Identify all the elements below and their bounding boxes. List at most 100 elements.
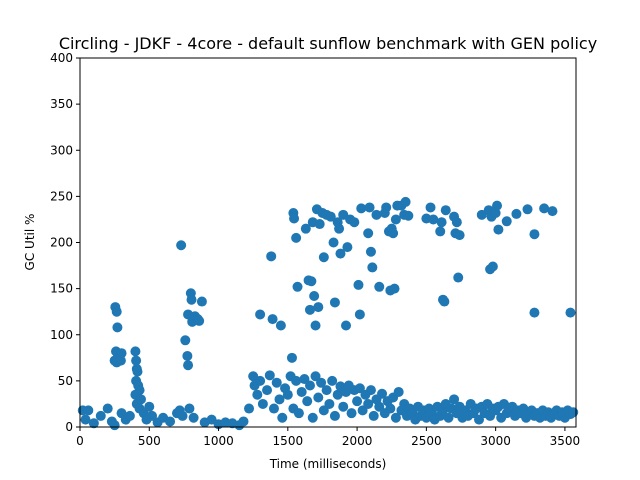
data-point <box>268 403 279 414</box>
data-point <box>342 242 353 253</box>
data-point <box>132 366 143 377</box>
data-point <box>109 420 120 431</box>
data-point <box>267 314 278 325</box>
data-point <box>182 350 193 361</box>
data-point <box>329 410 340 421</box>
data-point <box>346 408 357 419</box>
data-point <box>385 403 396 414</box>
data-point <box>327 375 338 386</box>
x-axis-ticks: 0 500 1000 1500 2000 2500 3000 3500 <box>76 427 580 448</box>
data-point <box>277 412 288 423</box>
data-point <box>565 307 576 318</box>
data-point <box>291 232 302 243</box>
data-point <box>183 360 194 371</box>
data-point <box>511 208 522 219</box>
data-point <box>300 223 311 234</box>
y-tick-label: 0 <box>65 420 73 434</box>
data-point <box>453 272 464 283</box>
data-point <box>282 389 293 400</box>
data-point <box>388 228 399 239</box>
y-axis-label: GC Util % <box>23 214 37 271</box>
data-point <box>286 352 297 363</box>
data-point <box>131 355 142 366</box>
data-point <box>262 385 273 396</box>
data-point <box>341 320 352 331</box>
data-point <box>318 252 329 263</box>
data-point <box>264 370 275 381</box>
data-point <box>439 296 450 307</box>
data-point <box>367 262 378 273</box>
data-point <box>112 322 123 333</box>
data-point <box>349 217 360 228</box>
data-point <box>374 281 385 292</box>
y-tick-label: 350 <box>50 97 73 111</box>
data-point <box>354 309 365 320</box>
data-point <box>255 309 266 320</box>
x-tick-label: 0 <box>76 434 84 448</box>
x-tick-label: 2000 <box>342 434 373 448</box>
data-point <box>304 304 315 315</box>
data-point <box>390 412 401 423</box>
data-point <box>338 401 349 412</box>
data-point <box>334 223 345 234</box>
data-point <box>487 261 498 272</box>
data-point <box>390 214 401 225</box>
data-point <box>353 279 364 290</box>
x-tick-label: 3500 <box>550 434 581 448</box>
data-point <box>115 355 126 366</box>
data-point <box>449 394 460 405</box>
data-point <box>186 294 197 305</box>
x-tick-label: 2500 <box>411 434 442 448</box>
data-point <box>365 385 376 396</box>
data-point <box>302 396 313 407</box>
data-point <box>316 377 327 388</box>
y-tick-label: 400 <box>50 51 73 65</box>
data-point <box>124 410 135 421</box>
x-tick-label: 1000 <box>203 434 234 448</box>
data-point <box>144 401 155 412</box>
data-point <box>116 348 127 359</box>
data-point <box>293 408 304 419</box>
data-point <box>328 237 339 248</box>
data-point <box>130 346 141 357</box>
data-point <box>529 229 540 240</box>
y-axis-ticks: 0 50 100 150 200 250 300 350 400 <box>50 51 80 434</box>
data-point <box>568 407 579 418</box>
x-tick-label: 500 <box>138 434 161 448</box>
data-point <box>400 196 411 207</box>
data-point <box>493 224 504 235</box>
data-point <box>324 398 335 409</box>
data-point <box>490 207 501 218</box>
data-point <box>371 209 382 220</box>
data-point <box>252 389 263 400</box>
data-point <box>451 217 462 228</box>
data-point <box>165 416 176 427</box>
data-point <box>425 202 436 213</box>
y-tick-label: 100 <box>50 328 73 342</box>
x-tick-label: 1500 <box>273 434 304 448</box>
data-point <box>440 205 451 216</box>
data-point <box>296 386 307 397</box>
data-point <box>95 410 106 421</box>
data-point <box>325 211 336 222</box>
data-point <box>522 204 533 215</box>
data-point <box>255 375 266 386</box>
data-point <box>307 412 318 423</box>
data-point <box>275 320 286 331</box>
data-point <box>111 306 122 317</box>
data-point <box>188 412 199 423</box>
data-point <box>356 203 367 214</box>
data-point <box>196 296 207 307</box>
data-point <box>365 246 376 257</box>
data-point <box>368 410 379 421</box>
data-point <box>306 276 317 287</box>
data-point <box>176 240 187 251</box>
data-point <box>257 398 268 409</box>
data-point <box>313 392 324 403</box>
data-point <box>436 217 447 228</box>
data-point <box>309 291 320 302</box>
data-point <box>352 396 363 407</box>
data-point <box>88 418 99 429</box>
data-point <box>291 375 302 386</box>
